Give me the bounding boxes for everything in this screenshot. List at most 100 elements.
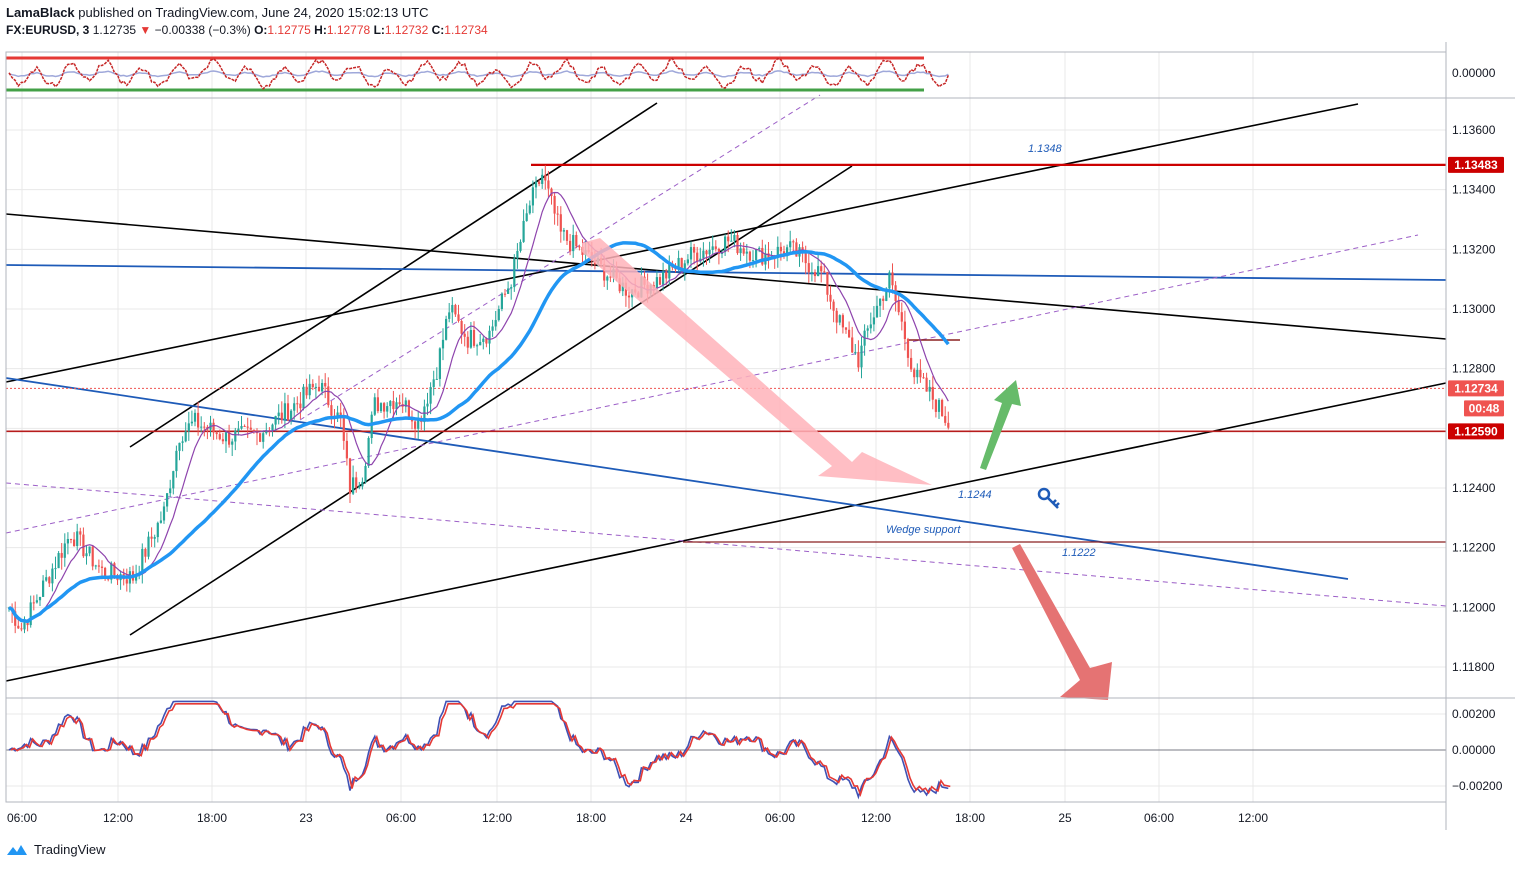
candle-body[interactable] [655, 277, 658, 289]
steep-dashed-line[interactable] [299, 94, 821, 421]
candle-body[interactable] [603, 263, 606, 281]
candle-body[interactable] [609, 276, 612, 278]
candle-body[interactable] [243, 426, 246, 428]
candle-body[interactable] [872, 317, 875, 325]
candle-body[interactable] [265, 430, 268, 434]
candle-body[interactable] [841, 315, 844, 328]
candle-body[interactable] [714, 246, 717, 249]
candle-body[interactable] [460, 321, 463, 334]
candle-body[interactable] [693, 247, 696, 253]
candle-body[interactable] [17, 625, 20, 629]
candle-body[interactable] [395, 402, 398, 410]
candle-body[interactable] [733, 235, 736, 241]
candle-body[interactable] [57, 553, 60, 569]
candle-body[interactable] [569, 240, 572, 252]
candle-body[interactable] [38, 596, 42, 601]
candle-body[interactable] [141, 548, 144, 574]
footer-brand[interactable]: TradingView [6, 842, 106, 857]
candle-body[interactable] [541, 174, 544, 184]
candle-body[interactable] [472, 330, 476, 346]
candle-body[interactable] [274, 416, 277, 425]
candle-body[interactable] [466, 336, 469, 348]
candle-body[interactable] [187, 423, 190, 432]
candle-body[interactable] [172, 471, 175, 489]
candle-body[interactable] [708, 249, 711, 255]
candle-body[interactable] [373, 397, 376, 415]
candle-body[interactable] [398, 402, 401, 405]
candle-body[interactable] [503, 293, 507, 295]
candle-body[interactable] [299, 403, 302, 409]
candle-body[interactable] [286, 403, 290, 421]
candle-body[interactable] [280, 412, 283, 421]
candle-body[interactable] [488, 330, 491, 344]
annotation-drawings[interactable]: 1.1348 1.1244 Wedge support 1.1222 [582, 143, 1112, 700]
candle-body[interactable] [358, 486, 361, 488]
candle-body[interactable] [767, 253, 770, 259]
candle-body[interactable] [20, 628, 23, 630]
candle-body[interactable] [522, 220, 525, 242]
candle-body[interactable] [910, 357, 913, 370]
chart-canvas[interactable]: 1.1348 1.1244 Wedge support 1.1222 06:00 12:… [0, 0, 1520, 838]
candle-body[interactable] [810, 272, 813, 274]
candle-body[interactable] [813, 272, 817, 277]
candle-body[interactable] [553, 195, 556, 214]
candle-body[interactable] [234, 430, 237, 442]
candle-body[interactable] [606, 276, 609, 281]
candle-body[interactable] [342, 418, 345, 441]
candle-body[interactable] [355, 477, 358, 488]
candle-body[interactable] [386, 406, 389, 412]
candle-body[interactable] [761, 247, 764, 265]
candle-body[interactable] [175, 450, 178, 472]
candle-body[interactable] [510, 287, 513, 289]
candle-body[interactable] [528, 205, 531, 214]
candle-body[interactable] [73, 539, 76, 547]
candle-body[interactable] [730, 240, 733, 242]
fast-moving-average-line[interactable] [8, 191, 949, 623]
candle-body[interactable] [262, 433, 265, 442]
candle-body[interactable] [665, 271, 668, 279]
candle-body[interactable] [215, 432, 218, 435]
candle-body[interactable] [677, 257, 680, 270]
candle-body[interactable] [367, 438, 370, 466]
candle-body[interactable] [875, 305, 879, 318]
candle-body[interactable] [807, 263, 810, 273]
candle-body[interactable] [327, 386, 330, 406]
candle-body[interactable] [779, 246, 782, 252]
candle-body[interactable] [516, 250, 519, 259]
candle-body[interactable] [618, 278, 621, 292]
candle-body[interactable] [237, 428, 240, 431]
candle-body[interactable] [435, 378, 438, 380]
candle-body[interactable] [931, 386, 934, 400]
candle-body[interactable] [63, 543, 66, 558]
candle-body[interactable] [885, 288, 888, 301]
candle-body[interactable] [147, 536, 150, 557]
slow-moving-average-line[interactable] [8, 241, 950, 624]
candle-body[interactable] [51, 568, 54, 584]
candle-body[interactable] [352, 477, 355, 494]
candle-body[interactable] [392, 400, 395, 410]
candle-body[interactable] [705, 250, 708, 255]
key-icon[interactable] [1037, 487, 1060, 509]
candle-body[interactable] [283, 403, 286, 421]
candle-body[interactable] [857, 351, 860, 368]
candle-body[interactable] [947, 422, 950, 428]
candle-body[interactable] [689, 247, 693, 260]
candle-body[interactable] [531, 187, 534, 206]
trend-drawings[interactable] [5, 94, 1447, 682]
candle-body[interactable] [786, 247, 789, 257]
candle-body[interactable] [23, 622, 26, 630]
candle-body[interactable] [212, 422, 215, 433]
candle-body[interactable] [913, 369, 916, 378]
candle-body[interactable] [916, 369, 919, 378]
candle-body[interactable] [302, 386, 305, 409]
candle-body[interactable] [14, 611, 17, 626]
candle-body[interactable] [500, 293, 503, 310]
candle-body[interactable] [32, 602, 35, 604]
candle-body[interactable] [125, 579, 128, 584]
candle-body[interactable] [159, 520, 162, 523]
candle-body[interactable] [457, 314, 460, 322]
candle-body[interactable] [888, 272, 891, 289]
candle-body[interactable] [259, 433, 262, 442]
candle-body[interactable] [897, 300, 900, 313]
candle-body[interactable] [559, 214, 562, 232]
